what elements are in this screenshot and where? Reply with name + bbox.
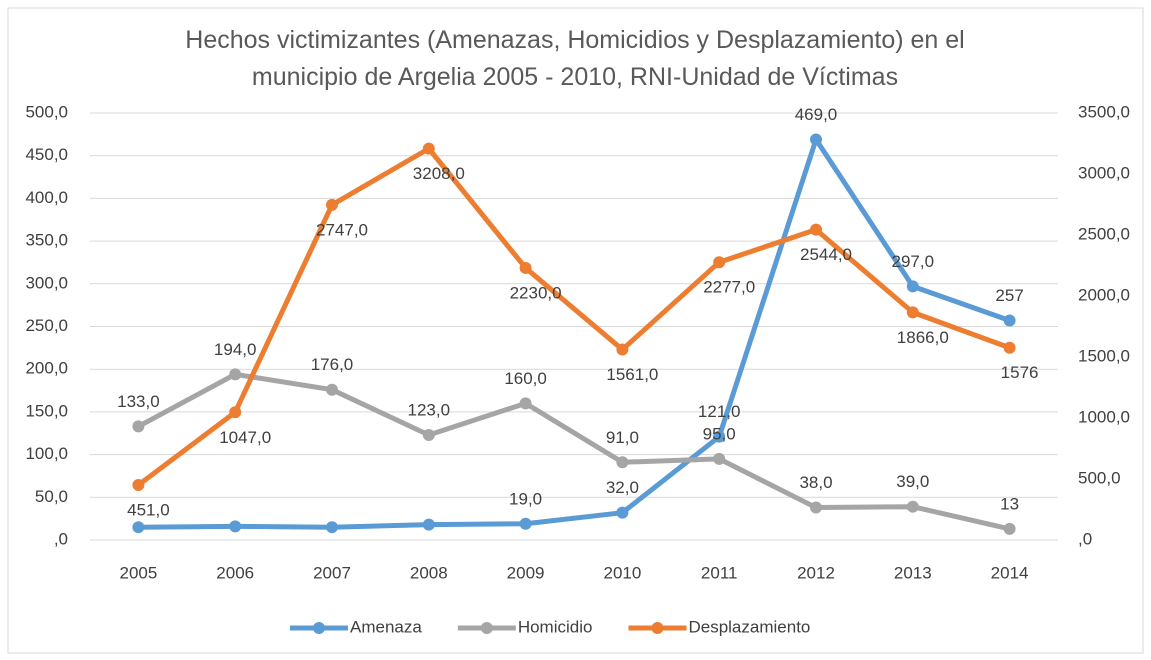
point <box>1003 341 1016 354</box>
y2-tick-label: 2000,0 <box>1078 285 1130 304</box>
point <box>713 452 726 465</box>
point <box>519 261 532 274</box>
x-tick-label: 2009 <box>507 563 545 582</box>
point <box>519 517 532 530</box>
point <box>1003 314 1016 327</box>
y-tick-label: 400,0 <box>25 188 68 207</box>
chart-title: Hechos victimizantes (Amenazas, Homicidi… <box>185 26 965 91</box>
point <box>132 420 145 433</box>
x-tick-label: 2006 <box>216 563 254 582</box>
data-label: 451,0 <box>127 500 170 519</box>
data-label: 1576 <box>1001 363 1039 382</box>
series-line <box>137 371 1011 532</box>
data-label: 133,0 <box>117 392 160 411</box>
point <box>906 306 919 319</box>
series-line <box>136 146 1011 487</box>
data-label: 121,0 <box>698 402 741 421</box>
series-line <box>138 136 1011 530</box>
point <box>229 406 242 419</box>
x-tick-label: 2014 <box>991 563 1029 582</box>
y2-tick-label: 500,0 <box>1078 468 1121 487</box>
data-label: 19,0 <box>509 489 542 508</box>
legend-marker <box>651 622 664 634</box>
point <box>519 397 532 410</box>
y-tick-label: 100,0 <box>25 444 68 463</box>
y-tick-label: 250,0 <box>25 316 68 335</box>
data-label: 3208,0 <box>413 164 465 183</box>
data-label: 2277,0 <box>703 278 755 297</box>
data-label: 469,0 <box>795 105 838 124</box>
point <box>326 198 338 211</box>
y-tick-label: 500,0 <box>25 102 68 121</box>
data-label: 194,0 <box>214 340 257 359</box>
point <box>422 518 435 531</box>
y-tick-label: 450,0 <box>25 145 68 164</box>
data-label: 39,0 <box>896 472 929 491</box>
legend-marker <box>480 622 493 634</box>
point <box>906 280 919 293</box>
data-label: 2544,0 <box>800 245 852 264</box>
y-tick-label: 200,0 <box>25 359 68 378</box>
data-label: 2230,0 <box>510 283 562 302</box>
y-tick-label: 350,0 <box>25 231 68 250</box>
y2-tick-label: 3500,0 <box>1078 102 1130 121</box>
y-tick-label: 300,0 <box>25 273 68 292</box>
point <box>906 500 919 513</box>
data-label: 1866,0 <box>897 328 949 347</box>
y2-tick-label: 1500,0 <box>1078 346 1130 365</box>
point <box>229 520 242 533</box>
data-label: 160,0 <box>504 369 547 388</box>
point <box>1003 522 1016 535</box>
legend-marker <box>313 622 325 634</box>
point <box>422 142 435 155</box>
data-label: 91,0 <box>606 428 639 447</box>
x-tick-label: 2011 <box>701 563 738 582</box>
data-label: 95,0 <box>703 424 736 443</box>
x-tick-label: 2005 <box>119 563 157 582</box>
point <box>132 521 145 534</box>
y2-tick-label: 1000,0 <box>1078 407 1130 426</box>
point <box>810 133 822 146</box>
point <box>326 383 338 396</box>
x-tick-label: 2012 <box>797 563 835 582</box>
x-tick-label: 2010 <box>603 563 641 582</box>
legend-label: Amenaza <box>350 617 422 636</box>
data-label: 2747,0 <box>316 220 368 239</box>
point <box>326 521 338 534</box>
point <box>713 430 726 443</box>
point <box>229 368 242 381</box>
x-tick-label: 2007 <box>313 563 351 582</box>
x-tick-label: 2008 <box>410 563 448 582</box>
point <box>713 256 726 269</box>
point <box>810 223 822 236</box>
data-label: 1561,0 <box>606 365 658 384</box>
y-tick-label: ,0 <box>54 529 68 548</box>
y2-tick-label: 3000,0 <box>1078 163 1130 182</box>
y2-tick-label: ,0 <box>1078 529 1092 548</box>
data-label: 13 <box>1000 494 1019 513</box>
point <box>616 456 629 469</box>
point <box>616 343 629 356</box>
x-tick-label: 2013 <box>894 563 932 582</box>
y-tick-label: 50,0 <box>35 487 68 506</box>
point <box>616 506 629 519</box>
legend-label: Desplazamiento <box>688 617 810 636</box>
data-label: 38,0 <box>799 473 832 492</box>
legend-label: Homicidio <box>518 617 593 636</box>
data-label: 1047,0 <box>219 428 271 447</box>
y2-tick-label: 2500,0 <box>1078 224 1130 243</box>
chart-border <box>7 7 1144 654</box>
data-label: 32,0 <box>606 478 639 497</box>
point <box>810 501 822 514</box>
y-tick-label: 150,0 <box>25 401 68 420</box>
data-label: 123,0 <box>408 400 451 419</box>
point <box>422 428 435 441</box>
point <box>132 478 145 491</box>
data-label: 257 <box>995 286 1023 305</box>
data-label: 297,0 <box>892 252 935 271</box>
data-label: 176,0 <box>311 355 354 374</box>
